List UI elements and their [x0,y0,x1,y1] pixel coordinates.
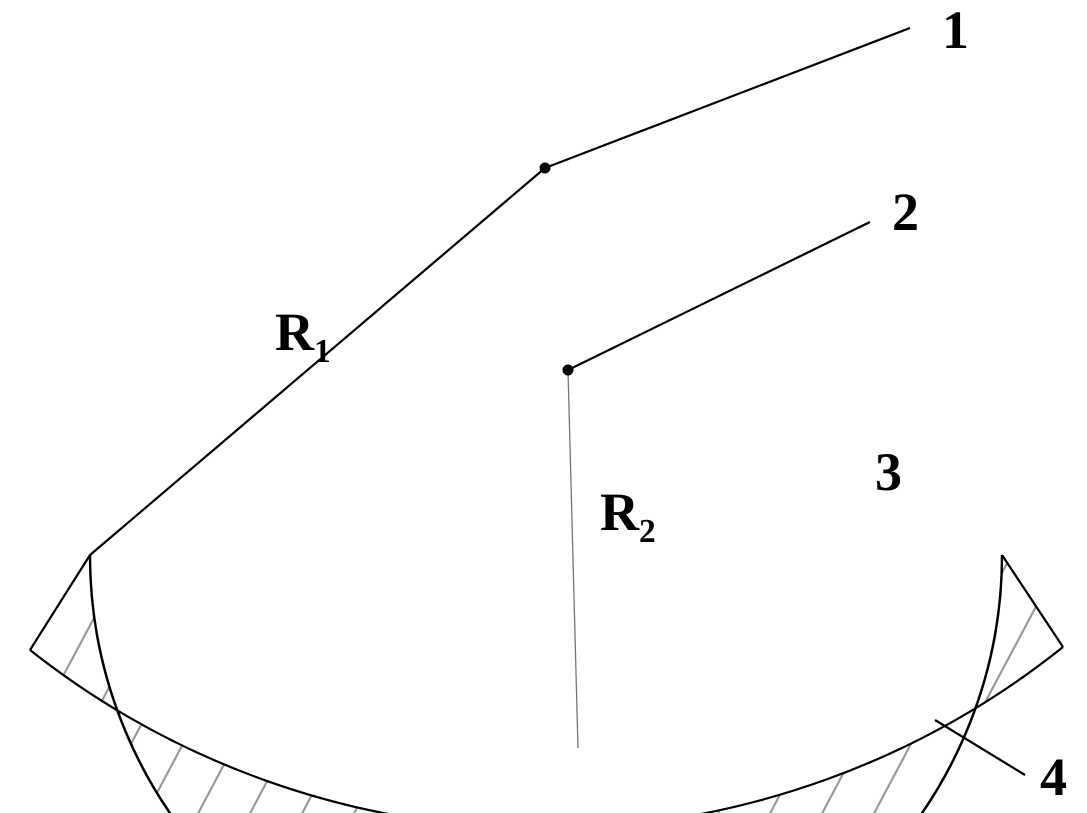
center-point-2 [563,365,574,376]
label-1: 1 [942,0,969,60]
leader-4 [935,720,1025,775]
label-2: 2 [892,182,919,242]
label-r2: R2 [600,482,656,550]
center-point-1 [540,163,551,174]
top-arc [90,555,1002,813]
radius-r2-line [568,370,578,748]
left-edge [30,555,90,650]
leader-1 [545,28,910,168]
label-r1: R1 [275,302,331,370]
bottom-arc [30,647,1063,813]
label-3: 3 [875,442,902,502]
right-edge [1002,555,1063,647]
leader-2 [568,222,870,370]
label-4: 4 [1040,747,1067,807]
hatching [0,0,1087,813]
